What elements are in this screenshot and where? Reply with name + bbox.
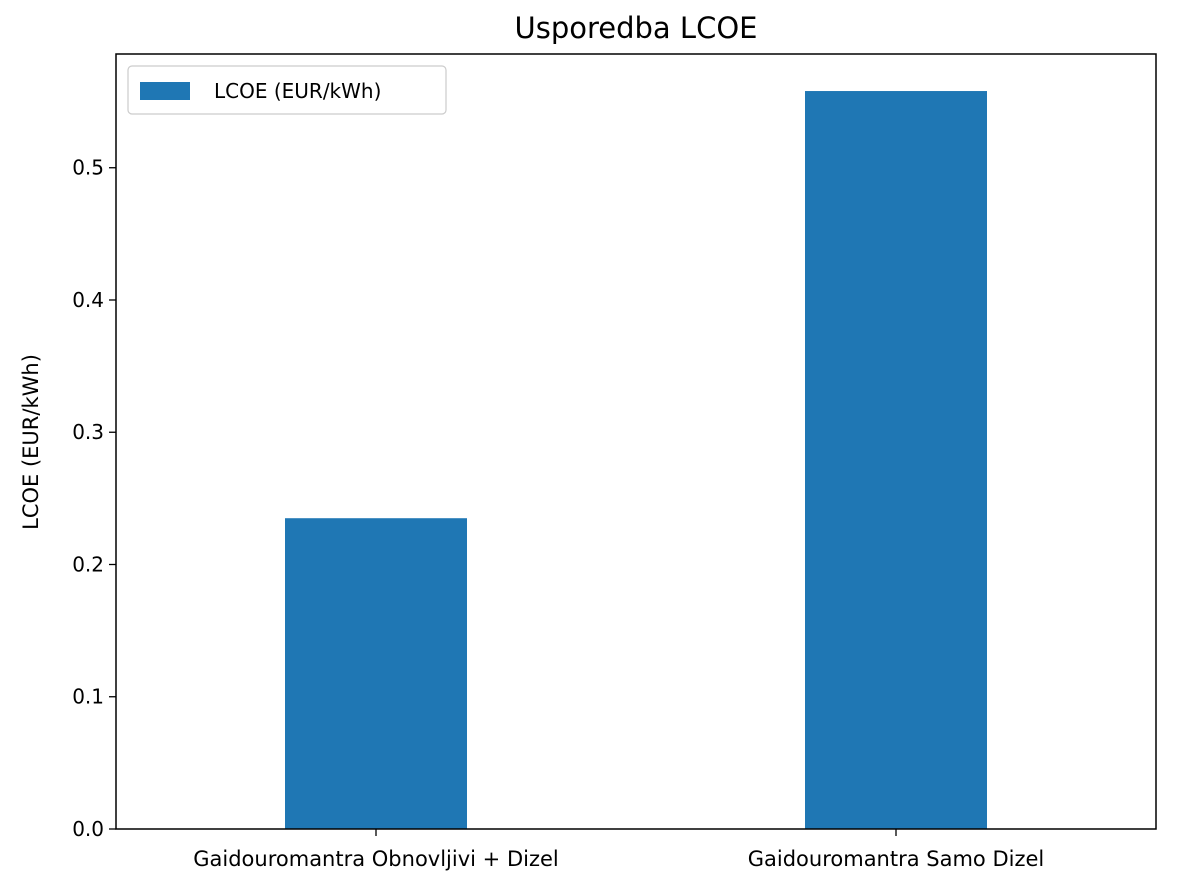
plot-area: Gaidouromantra Obnovljivi + Dizel Gaidour… — [72, 91, 1044, 871]
legend-box — [127, 65, 447, 115]
legend-swatch — [140, 82, 190, 100]
y-tick-label: 0.4 — [72, 288, 104, 312]
bar — [805, 91, 987, 830]
x-tick-label: Gaidouromantra Obnovljivi + Dizel — [193, 847, 558, 871]
legend: LCOE (EUR/kWh) — [127, 65, 447, 115]
chart-title: Usporedba LCOE — [515, 11, 758, 45]
y-tick-label: 0.2 — [72, 552, 104, 576]
y-axis-label: LCOE (EUR/kWh) — [19, 354, 43, 530]
y-tick-label: 0.1 — [72, 685, 104, 709]
y-tick-label: 0.3 — [72, 420, 104, 444]
plot-frame — [115, 53, 1157, 830]
legend-label: LCOE (EUR/kWh) — [214, 79, 381, 103]
y-tick-label: 0.5 — [72, 156, 104, 180]
y-tick-label: 0.0 — [72, 817, 104, 841]
x-tick-label: Gaidouromantra Samo Dizel — [748, 847, 1045, 871]
bar — [285, 518, 467, 829]
